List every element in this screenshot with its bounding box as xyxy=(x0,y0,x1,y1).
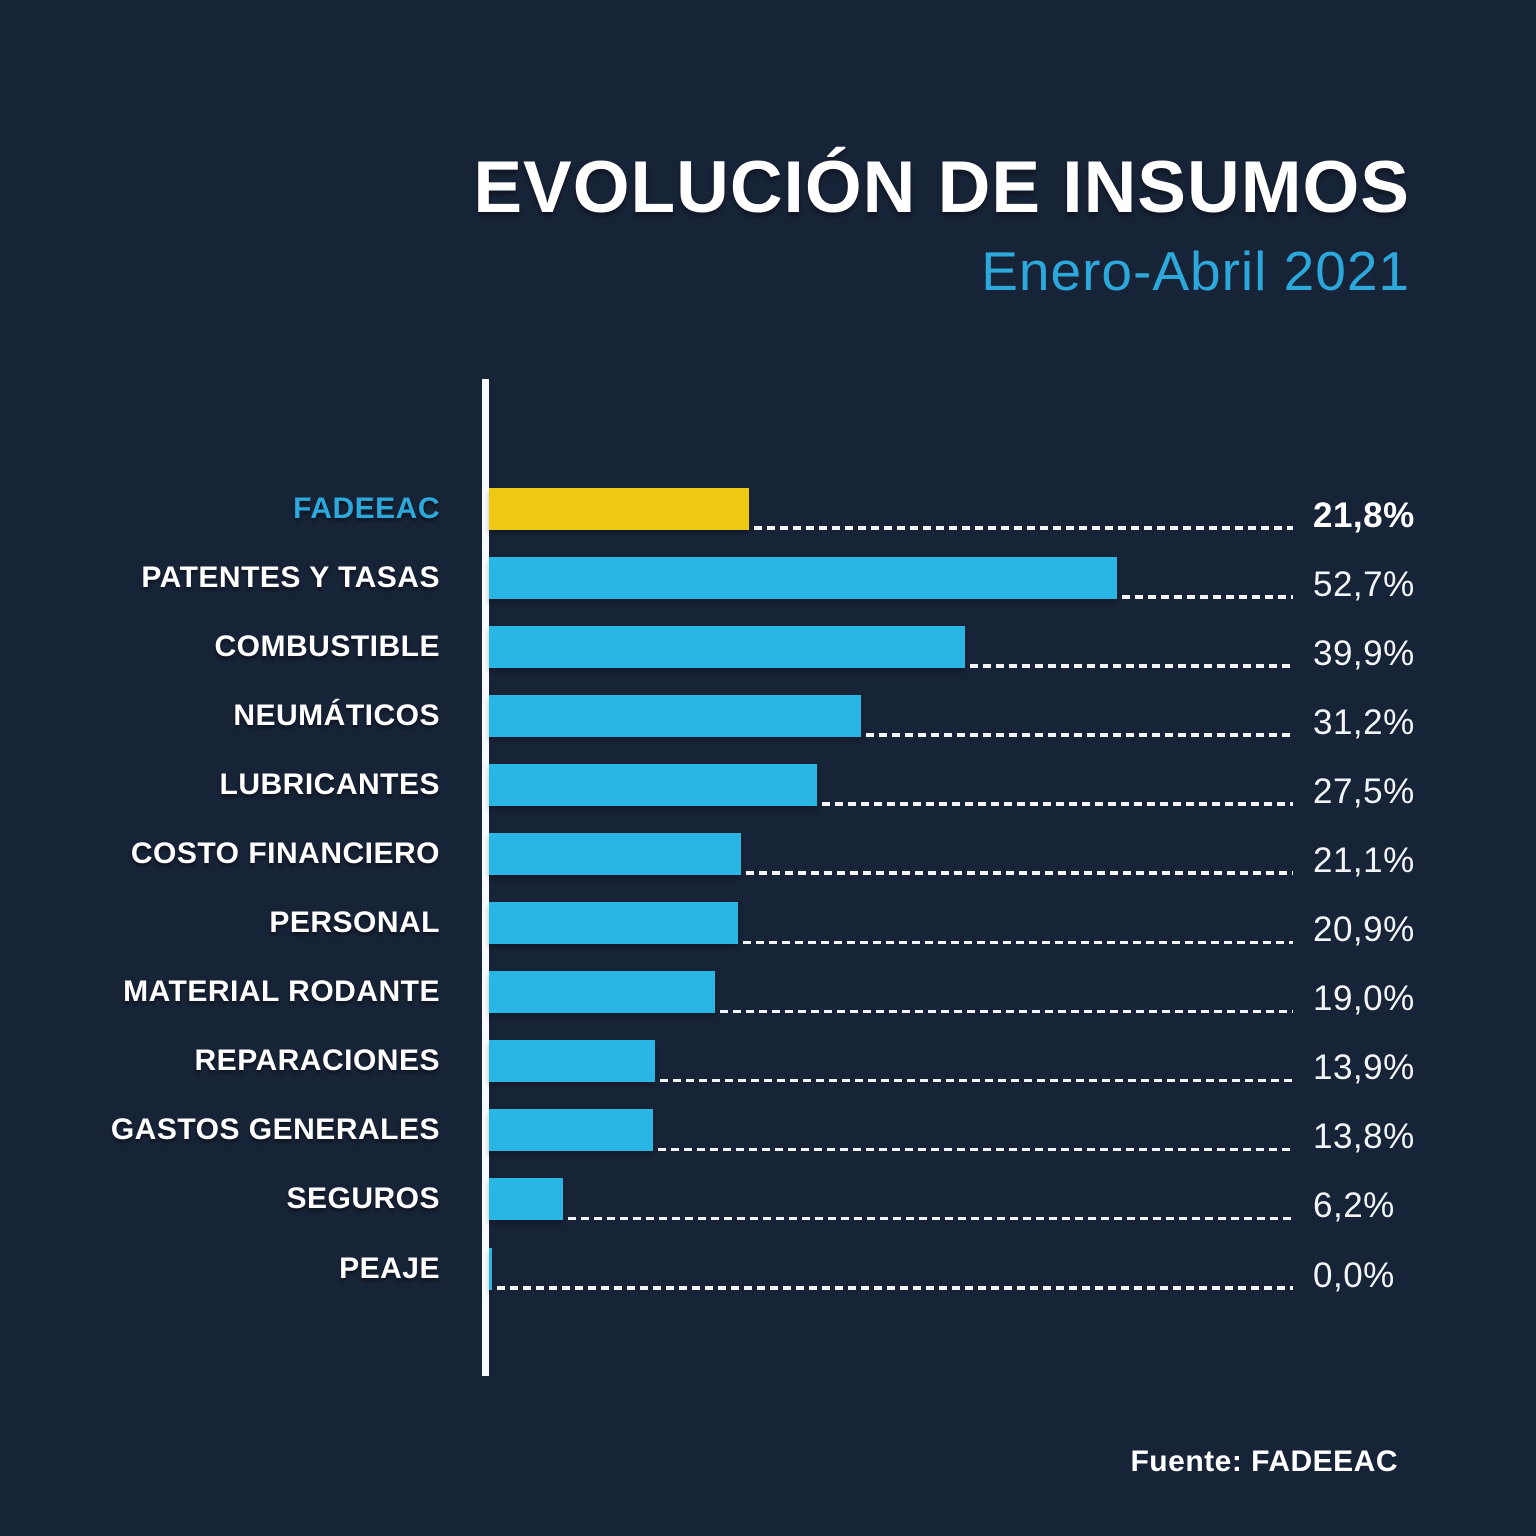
value-label: 0,0% xyxy=(1313,1255,1395,1295)
bar xyxy=(489,556,1118,599)
leader-dashes xyxy=(497,1286,1293,1290)
value-label: 19,0% xyxy=(1313,979,1415,1019)
value-label: 21,8% xyxy=(1313,495,1415,535)
y-axis-line xyxy=(482,379,489,1376)
bar-track: 39,9% xyxy=(489,612,1536,681)
category-label: FADEEAC xyxy=(293,491,440,525)
bar xyxy=(489,625,965,668)
leader-dashes xyxy=(720,1009,1293,1014)
leader-dashes xyxy=(658,1147,1293,1152)
bar xyxy=(489,971,716,1014)
category-label: GASTOS GENERALES xyxy=(110,1113,440,1147)
value-label: 13,8% xyxy=(1313,1117,1415,1157)
leader-dashes xyxy=(821,802,1293,806)
value-label: 13,9% xyxy=(1313,1048,1415,1088)
category-label: NEUMÁTICOS xyxy=(233,698,440,732)
leader-dashes xyxy=(659,1078,1293,1083)
chart-row: MATERIAL RODANTE 19,0% xyxy=(0,958,1536,1027)
value-label: 39,9% xyxy=(1313,633,1415,673)
chart-row: COSTO FINANCIERO 21,1% xyxy=(0,819,1536,888)
bar xyxy=(489,902,739,945)
category-label: PATENTES Y TASAS xyxy=(141,560,440,594)
chart-row: FADEEAC 21,8% xyxy=(0,474,1536,543)
bar-track: 27,5% xyxy=(489,750,1536,819)
category-label: LUBRICANTES xyxy=(219,767,440,801)
chart-subtitle: Enero-Abril 2021 xyxy=(981,239,1410,302)
chart-rows: FADEEAC 21,8% PATENTES Y TASAS 52,7% COM… xyxy=(0,474,1536,1303)
value-label: 21,1% xyxy=(1313,841,1415,881)
chart-row: COMBUSTIBLE 39,9% xyxy=(0,612,1536,681)
chart-row: LUBRICANTES 27,5% xyxy=(0,750,1536,819)
chart-row: PEAJE 0,0% xyxy=(0,1234,1536,1303)
chart-row: REPARACIONES 13,9% xyxy=(0,1027,1536,1096)
chart-row: NEUMÁTICOS 31,2% xyxy=(0,681,1536,750)
leader-dashes xyxy=(969,664,1293,668)
bar xyxy=(489,694,861,737)
bar-track: 21,1% xyxy=(489,819,1536,888)
category-label: PERSONAL xyxy=(269,906,440,940)
bar-track: 13,9% xyxy=(489,1027,1536,1096)
bar-track: 52,7% xyxy=(489,543,1536,612)
category-label: COSTO FINANCIERO xyxy=(130,837,440,871)
category-label: PEAJE xyxy=(339,1251,440,1285)
bar xyxy=(489,487,749,530)
leader-dashes xyxy=(743,940,1293,945)
bar xyxy=(489,1109,654,1152)
leader-dashes xyxy=(567,1216,1293,1221)
chart-row: SEGUROS 6,2% xyxy=(0,1165,1536,1234)
bar-track: 13,8% xyxy=(489,1096,1536,1165)
chart-row: GASTOS GENERALES 13,8% xyxy=(0,1096,1536,1165)
bar-track: 6,2% xyxy=(489,1165,1536,1234)
category-label: SEGUROS xyxy=(286,1182,440,1216)
leader-dashes xyxy=(1122,595,1293,599)
category-label: REPARACIONES xyxy=(194,1044,440,1078)
bar-track: 19,0% xyxy=(489,958,1536,1027)
bar-track: 21,8% xyxy=(489,474,1536,543)
value-label: 20,9% xyxy=(1313,910,1415,950)
chart-title: EVOLUCIÓN DE INSUMOS xyxy=(473,147,1410,228)
bar-track: 0,0% xyxy=(489,1234,1536,1303)
category-label: MATERIAL RODANTE xyxy=(123,975,440,1009)
bar xyxy=(489,1247,492,1290)
leader-dashes xyxy=(745,871,1293,875)
value-label: 31,2% xyxy=(1313,702,1415,742)
value-label: 6,2% xyxy=(1313,1186,1395,1226)
chart-row: PERSONAL 20,9% xyxy=(0,889,1536,958)
value-label: 52,7% xyxy=(1313,564,1415,604)
value-label: 27,5% xyxy=(1313,771,1415,811)
bar xyxy=(489,832,741,875)
leader-dashes xyxy=(865,733,1293,737)
bar xyxy=(489,1178,563,1221)
bar-track: 31,2% xyxy=(489,681,1536,750)
bar xyxy=(489,763,817,806)
source-label: Fuente: FADEEAC xyxy=(1130,1445,1398,1478)
chart-header: EVOLUCIÓN DE INSUMOS Enero-Abril 2021 xyxy=(473,147,1410,303)
chart-row: PATENTES Y TASAS 52,7% xyxy=(0,543,1536,612)
category-label: COMBUSTIBLE xyxy=(214,629,440,663)
bar xyxy=(489,1040,655,1083)
leader-dashes xyxy=(753,526,1293,530)
bar-track: 20,9% xyxy=(489,889,1536,958)
